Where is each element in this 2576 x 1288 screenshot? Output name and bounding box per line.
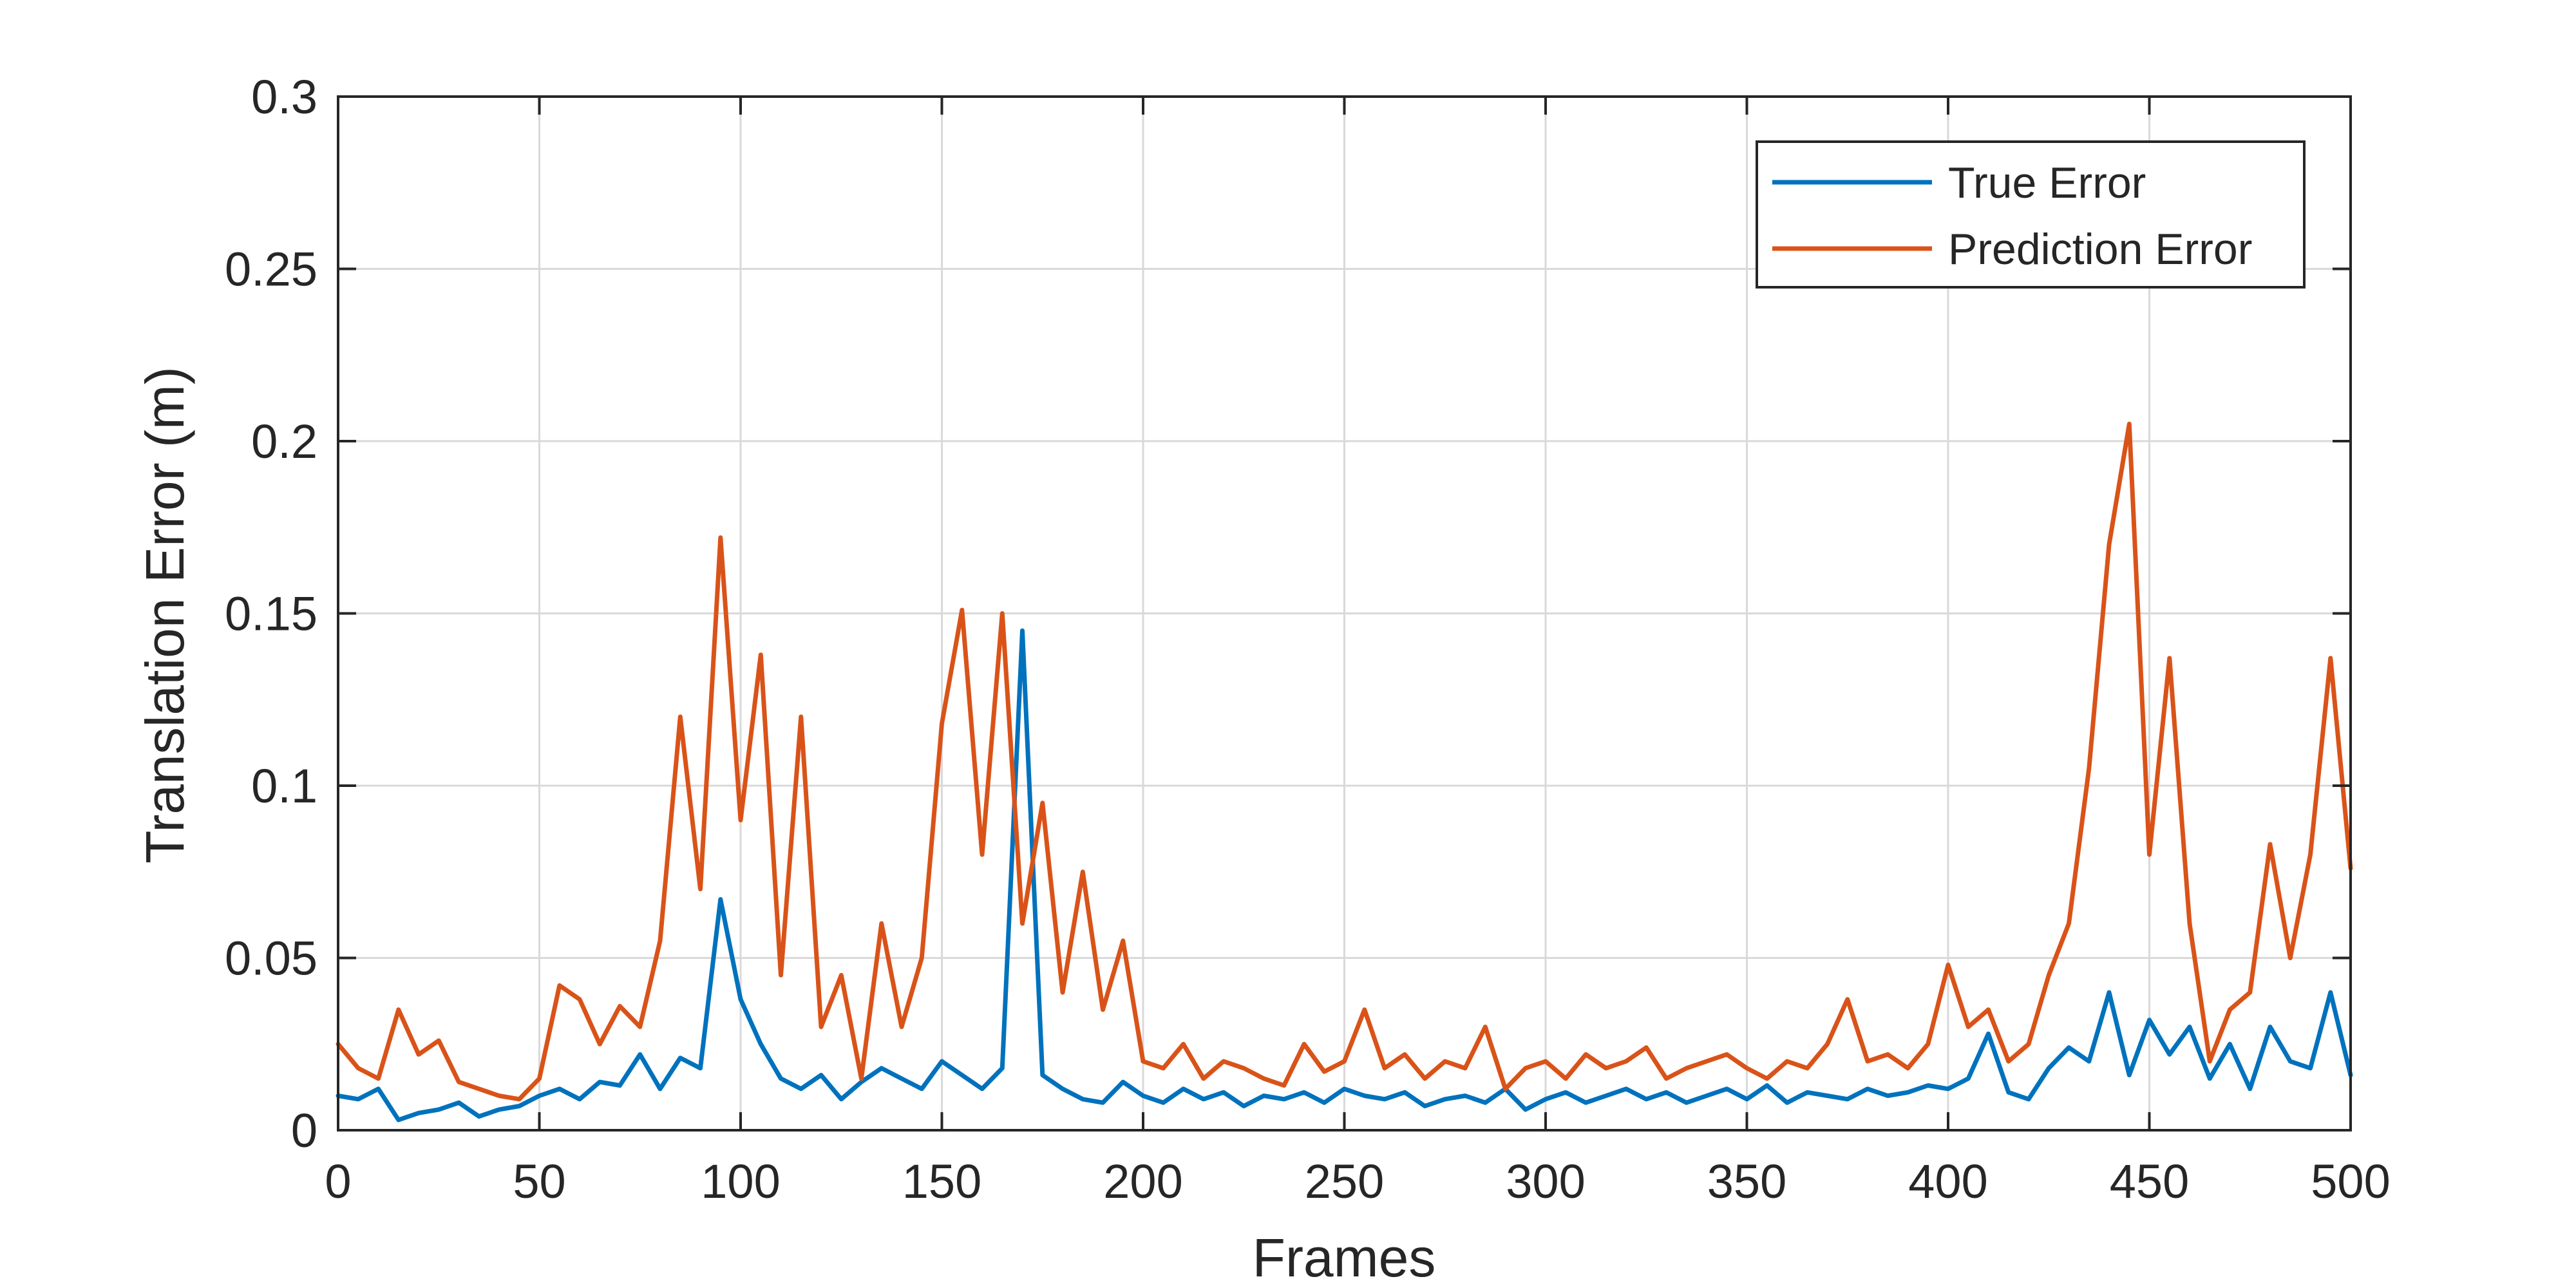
y-tick-label: 0.1	[251, 759, 317, 813]
x-tick-label: 500	[2311, 1155, 2390, 1208]
y-tick-label: 0.05	[225, 932, 317, 985]
series-line-prediction-error	[336, 421, 2353, 1102]
x-tick-label: 100	[701, 1155, 780, 1208]
series-lines	[336, 421, 2353, 1122]
series-line-true-error	[336, 628, 2353, 1122]
y-tick-label: 0.15	[225, 587, 317, 641]
x-axis-title: Frames	[1253, 1227, 1436, 1288]
x-tick-label: 450	[2110, 1155, 2189, 1208]
x-tick-labels: 0 50 100 150 200 250 300 350 400 450 500	[325, 1155, 2390, 1208]
x-tick-label: 0	[325, 1155, 351, 1208]
x-tick-label: 250	[1305, 1155, 1384, 1208]
y-axis-title: Translation Error (m)	[135, 366, 195, 864]
y-tick-label: 0.3	[251, 70, 317, 124]
x-tick-label: 50	[513, 1155, 565, 1208]
y-tick-label: 0.2	[251, 415, 317, 468]
x-tick-label: 200	[1103, 1155, 1182, 1208]
legend-box	[1756, 140, 2306, 289]
x-tick-label: 400	[1908, 1155, 1987, 1208]
x-tick-label: 350	[1707, 1155, 1786, 1208]
legend-label-prediction-error: Prediction Error	[1948, 225, 2252, 274]
legend: True Error Prediction Error	[1756, 140, 2306, 289]
y-tick-label: 0	[291, 1104, 317, 1157]
x-tick-label: 300	[1506, 1155, 1585, 1208]
y-tick-labels: 0 0.05 0.1 0.15 0.2 0.25 0.3	[225, 70, 317, 1157]
y-tick-label: 0.25	[225, 243, 317, 296]
x-tick-label: 150	[902, 1155, 981, 1208]
legend-label-true-error: True Error	[1948, 158, 2146, 207]
tick-marks	[337, 95, 2352, 1132]
